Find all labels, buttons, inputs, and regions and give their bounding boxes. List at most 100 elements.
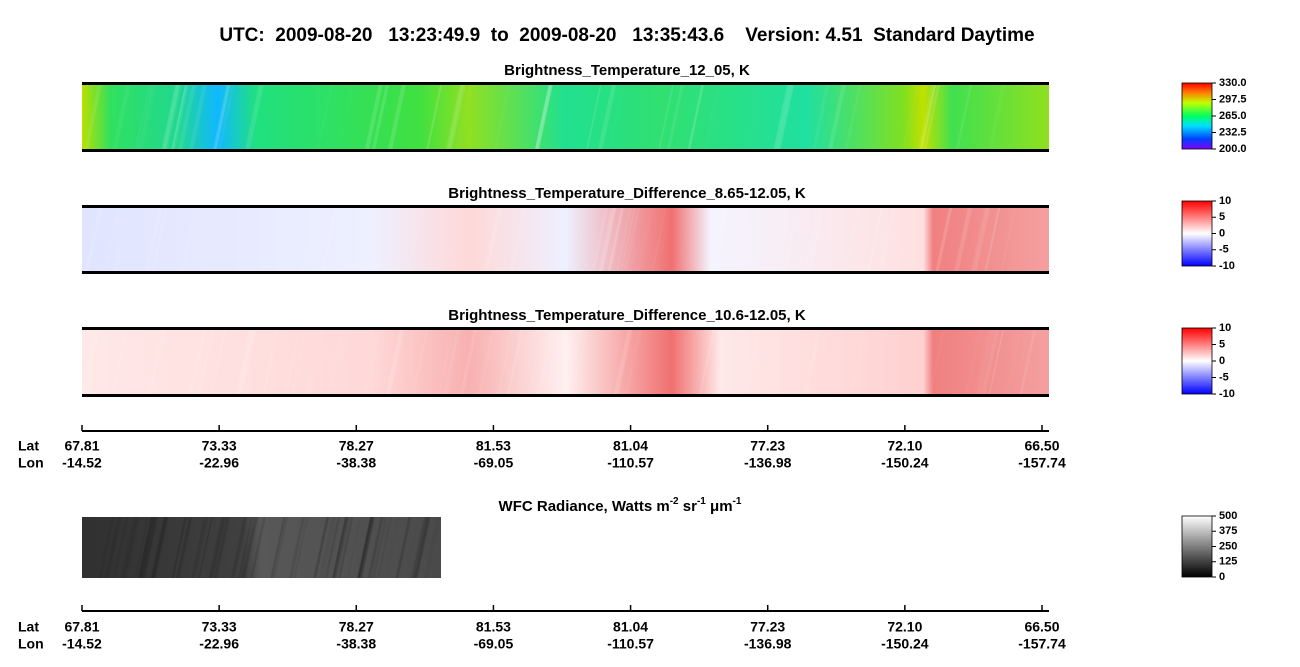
streak (854, 329, 871, 395)
lon-tick: -69.05 (474, 636, 514, 652)
streak (782, 207, 800, 272)
streak (980, 329, 1000, 395)
streak (536, 329, 556, 395)
streak (208, 517, 224, 578)
streak (178, 84, 197, 150)
colorbar-label: -5 (1219, 244, 1229, 256)
streak (270, 517, 289, 578)
streak (176, 517, 193, 578)
streak (710, 207, 729, 272)
lon-tick: -14.52 (62, 636, 102, 652)
streak (902, 84, 919, 150)
colorbar-label: -10 (1219, 260, 1235, 272)
streak (112, 517, 129, 578)
streak (363, 329, 382, 395)
streak (1019, 329, 1036, 395)
lon-tick: -38.38 (336, 636, 376, 652)
colorbar-label: 0 (1219, 355, 1225, 367)
streak (105, 517, 121, 578)
streak (293, 517, 309, 578)
streak (313, 517, 330, 578)
lat-tick: 78.27 (339, 438, 374, 454)
streak (506, 329, 524, 395)
streak (954, 207, 973, 272)
streak (597, 84, 617, 150)
title-part: WFC Radiance, Watts m (499, 498, 670, 515)
streak (98, 517, 115, 578)
streak (599, 207, 617, 272)
streak (844, 84, 862, 150)
streak (120, 517, 139, 578)
streak (698, 329, 715, 395)
streak (318, 517, 337, 578)
lon-tick: -150.24 (881, 636, 929, 652)
streak (483, 207, 503, 272)
title-part: μm (706, 498, 733, 515)
streak (412, 517, 430, 578)
streak (526, 329, 545, 395)
streak (773, 84, 791, 150)
streak (534, 84, 553, 150)
streak (289, 517, 306, 578)
streak (150, 517, 166, 578)
colorbar-label: 0 (1219, 227, 1225, 239)
streak (565, 329, 582, 395)
streak (112, 329, 128, 395)
streak (171, 84, 190, 150)
lat-tick: 77.23 (750, 619, 785, 635)
lat-tick: 77.23 (750, 438, 785, 454)
streak (305, 329, 324, 395)
lon-tick: -157.74 (1018, 455, 1066, 471)
streak (212, 84, 231, 150)
streak (478, 329, 495, 395)
streak (395, 517, 412, 578)
streak (300, 207, 319, 272)
streak (445, 84, 465, 150)
panel-title: Brightness_Temperature_12_05, K (504, 62, 750, 79)
streak (171, 517, 187, 578)
streak (650, 207, 668, 272)
streak (687, 84, 704, 150)
streak (313, 517, 329, 578)
streak (917, 84, 937, 150)
streak (1020, 329, 1037, 395)
streak (113, 207, 130, 272)
border-top (82, 205, 1049, 208)
image-strip (82, 329, 1049, 395)
streak (377, 517, 393, 578)
lat-label: Lat (18, 619, 39, 635)
streak (534, 84, 554, 150)
lon-tick: -14.52 (62, 455, 102, 471)
streak (134, 84, 151, 150)
colorbar (1181, 82, 1213, 150)
lon-tick: -22.96 (199, 636, 239, 652)
colorbar-label: 500 (1219, 510, 1237, 522)
streak (897, 207, 913, 272)
title-part: sr (679, 498, 698, 515)
streak (197, 329, 214, 395)
streak (327, 329, 343, 395)
lat-tick: 73.33 (202, 619, 237, 635)
streak (137, 517, 154, 578)
image-strip (82, 517, 441, 578)
lon-tick: -150.24 (881, 455, 929, 471)
streak (210, 329, 227, 395)
streak (535, 84, 553, 150)
streak (411, 329, 429, 395)
streak (426, 84, 443, 150)
streak (238, 517, 254, 578)
lat-tick: 67.81 (64, 619, 99, 635)
streak (364, 84, 383, 150)
streak (270, 517, 286, 578)
streak (367, 517, 384, 578)
lat-tick: 66.50 (1024, 619, 1059, 635)
streak (597, 207, 617, 272)
title-part: -2 (670, 496, 679, 507)
streak (613, 329, 633, 395)
streak (387, 84, 407, 150)
colorbar-label: 5 (1219, 211, 1225, 223)
border-bottom (82, 149, 1049, 152)
lat-tick: 81.53 (476, 438, 511, 454)
colorbar-label: 232.5 (1219, 126, 1247, 138)
lon-tick: -136.98 (744, 455, 792, 471)
